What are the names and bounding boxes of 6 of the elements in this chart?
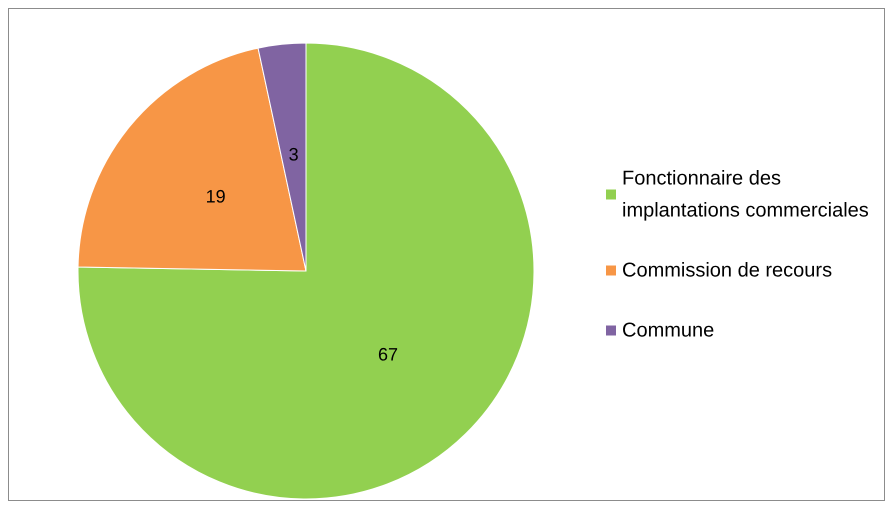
data-label: 3: [288, 144, 299, 165]
legend-label: Fonctionnaire des implantations commerciales: [622, 168, 869, 222]
data-label: 67: [378, 344, 398, 364]
data-label: 19: [206, 186, 226, 207]
legend-label: Commission de recours: [622, 260, 832, 282]
legend-label: Commune: [622, 320, 714, 342]
